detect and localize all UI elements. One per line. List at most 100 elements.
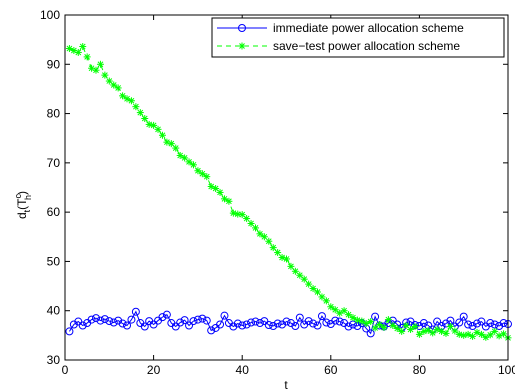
legend-box xyxy=(211,17,505,58)
x-tick-label: 60 xyxy=(324,363,338,377)
data-point xyxy=(353,316,361,324)
data-point xyxy=(131,307,140,316)
data-point xyxy=(65,327,74,336)
data-point xyxy=(92,314,101,323)
data-point xyxy=(468,321,477,330)
legend-label-immediate: immediate power allocation scheme xyxy=(273,21,464,35)
data-point xyxy=(407,325,415,333)
data-point xyxy=(269,244,277,252)
data-point xyxy=(216,320,225,329)
data-point xyxy=(198,170,206,178)
data-point xyxy=(198,314,207,323)
data-point xyxy=(119,92,127,100)
data-point xyxy=(309,319,318,328)
data-point xyxy=(415,330,423,338)
data-point xyxy=(366,329,375,338)
data-point xyxy=(433,317,442,326)
data-point xyxy=(304,317,313,326)
y-tick-label: 50 xyxy=(47,254,61,268)
data-point xyxy=(291,321,300,330)
data-point xyxy=(256,230,264,238)
y-tick-label: 30 xyxy=(47,353,61,367)
svg-text:dt(Tch): dt(Tch) xyxy=(13,191,33,219)
data-point xyxy=(207,326,216,335)
data-point xyxy=(118,319,127,328)
data-point xyxy=(260,233,268,241)
x-tick-label: 80 xyxy=(413,363,427,377)
y-tick-label: 100 xyxy=(40,8,60,22)
data-point xyxy=(331,306,339,314)
data-point xyxy=(140,322,149,331)
data-point xyxy=(194,167,202,175)
data-point xyxy=(398,327,406,335)
data-point xyxy=(371,324,379,332)
data-point xyxy=(189,317,198,326)
y-axis-label-paren-open: (T xyxy=(15,198,29,210)
data-point xyxy=(216,188,224,196)
data-point xyxy=(331,316,340,325)
data-point xyxy=(371,312,380,321)
data-point xyxy=(203,173,211,181)
data-point xyxy=(455,318,464,327)
data-point xyxy=(83,53,91,61)
x-tick-label: 0 xyxy=(62,363,69,377)
data-point xyxy=(220,311,229,320)
y-tick-label: 40 xyxy=(47,304,61,318)
x-axis-label: t xyxy=(284,378,288,391)
data-point xyxy=(477,330,485,338)
data-point xyxy=(127,315,136,324)
legend-star-glyph xyxy=(238,42,246,50)
data-point xyxy=(172,144,180,152)
data-point xyxy=(220,195,228,203)
data-point xyxy=(305,280,313,288)
data-point xyxy=(189,161,197,169)
data-point xyxy=(424,326,432,334)
y-axis-label-sub-h: h xyxy=(23,195,33,200)
y-tick-label: 60 xyxy=(47,205,61,219)
data-point xyxy=(274,249,282,257)
x-tick-label: 40 xyxy=(236,363,250,377)
data-point xyxy=(345,311,353,319)
data-point xyxy=(322,318,331,327)
data-point xyxy=(477,317,486,326)
y-axis-label-sub-t: t xyxy=(22,209,32,212)
legend: immediate power allocation scheme save−t… xyxy=(211,17,505,58)
data-point xyxy=(123,321,132,330)
data-point xyxy=(380,323,388,331)
data-point xyxy=(238,321,247,330)
data-point xyxy=(336,309,344,317)
data-point xyxy=(451,327,459,335)
data-point xyxy=(349,314,357,322)
data-point xyxy=(193,315,202,324)
data-point xyxy=(389,322,397,329)
data-point xyxy=(154,125,162,133)
data-point xyxy=(79,43,87,51)
series-save-test xyxy=(65,43,512,342)
data-point xyxy=(141,115,149,122)
data-point xyxy=(282,317,291,326)
y-axis-label-base: d xyxy=(15,212,29,219)
data-point xyxy=(314,288,322,296)
series-immediate xyxy=(65,307,512,338)
x-tick-label: 20 xyxy=(147,363,161,377)
data-point xyxy=(255,319,264,328)
data-point xyxy=(247,219,255,227)
data-point xyxy=(100,315,109,324)
legend-marker-savetest xyxy=(238,42,246,50)
y-axis-label-paren-close: ) xyxy=(15,191,29,195)
data-point xyxy=(384,316,392,324)
y-axis-label: dt(Tch) xyxy=(13,191,33,219)
data-point xyxy=(419,319,428,328)
data-point xyxy=(176,318,185,327)
data-point xyxy=(78,321,87,330)
data-point xyxy=(269,321,278,330)
data-point xyxy=(149,320,158,329)
data-point xyxy=(491,327,499,335)
data-point xyxy=(411,322,419,330)
data-point xyxy=(393,324,401,332)
data-point xyxy=(367,318,375,326)
series-layer xyxy=(65,43,512,342)
data-point xyxy=(464,320,473,329)
data-point xyxy=(110,81,118,89)
